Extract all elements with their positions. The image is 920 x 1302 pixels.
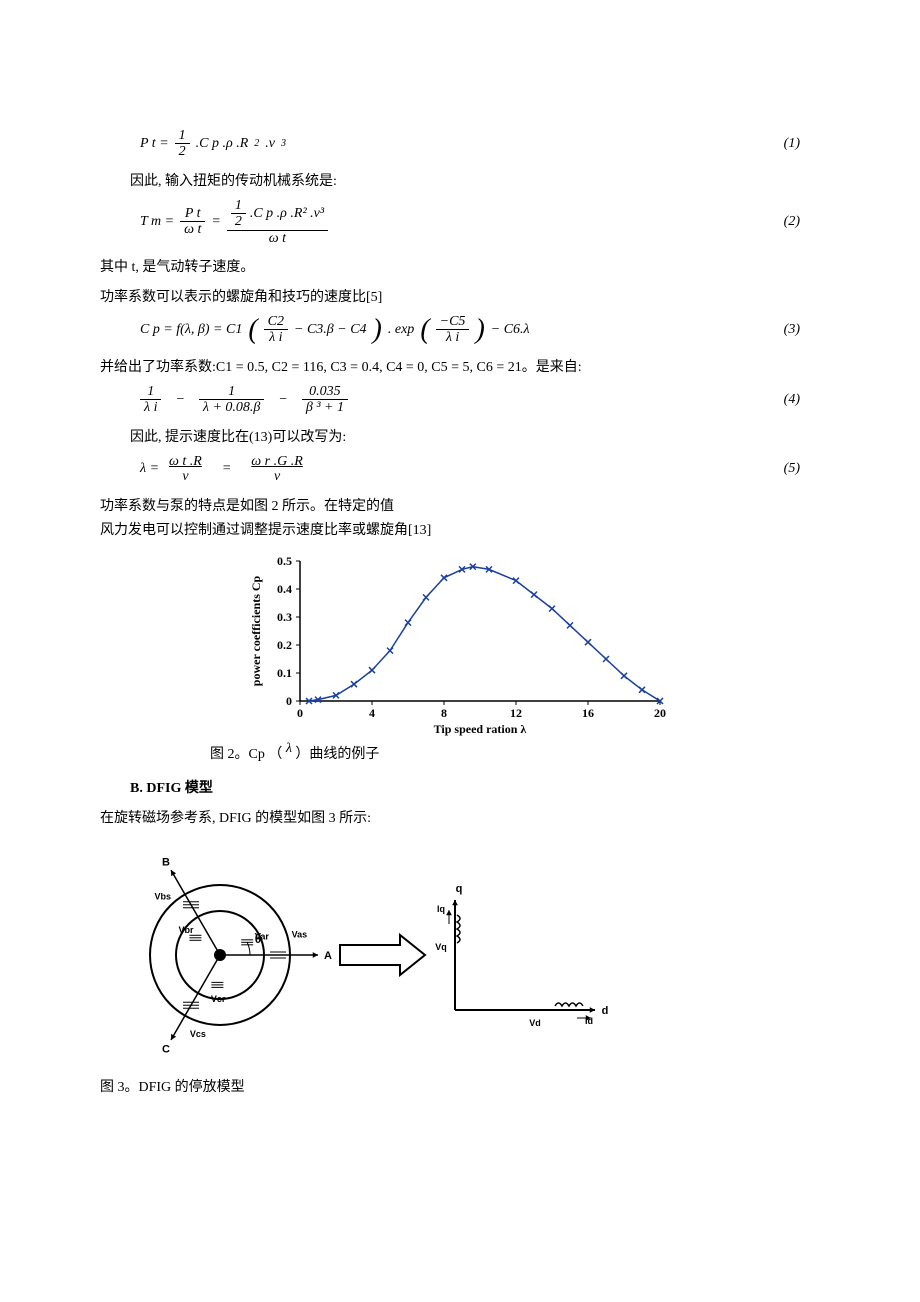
fig2-pre: 图 2。Cp （ [210,747,282,762]
eq2-lhs: T m = [140,214,174,230]
eq5-lhs: λ = [140,461,159,477]
eq3-br2r: ) [475,314,484,346]
eq3-t2d: λ i [442,330,463,345]
eq4-minus1: − [175,392,184,408]
eq3-brr: ) [373,314,382,346]
eq1-half-num: 1 [175,128,190,143]
svg-text:Vas: Vas [292,929,308,939]
svg-text:4: 4 [369,706,375,720]
svg-text:Var: Var [255,931,270,941]
svg-text:0.1: 0.1 [277,666,292,680]
heading-dfig: B. DFIG 模型 [130,777,820,797]
svg-text:B: B [162,856,170,868]
eq4-f3n: 0.035 [305,384,345,399]
figure-3-caption: 图 3。DFIG 的停放模型 [100,1076,820,1096]
eq3-exp: . exp [388,322,414,338]
eq3-t2: −C5 [436,314,470,329]
cp-chart-svg: 0 0.1 0.2 0.3 0.4 0.5 0 4 8 12 16 20 Tip speed ratio… [240,549,680,739]
eq1-sup3: 3 [281,138,286,149]
svg-text:20: 20 [654,706,666,720]
eq5-eq: = [222,461,231,477]
svg-text:d: d [602,1005,609,1017]
eq2-f2nd: 2 [231,214,246,229]
equation-5: λ = ω t .R v = ω r .G .R v (5) [140,454,820,485]
svg-text:Vd: Vd [529,1018,541,1028]
svg-text:Vq: Vq [435,942,447,952]
eq3-br2l: ( [420,314,429,346]
eq1-lhs: P t = [140,136,169,152]
para-fig2b: 风力发电可以控制通过调整提示速度比率或螺旋角[13] [100,519,820,539]
equation-2: T m = P t ω t = 1 2 .C p .ρ .R² .v³ ω t [140,198,820,246]
fig2-post: ）曲线的例子 [295,747,379,762]
para-rewrite: 因此, 提示速度比在(13)可以改写为: [130,426,820,446]
eq1-tail2: .v [265,136,275,152]
eq-num-3: (3) [784,322,820,338]
svg-text:0.5: 0.5 [277,554,292,568]
figure-2-chart: 0 0.1 0.2 0.3 0.4 0.5 0 4 8 12 16 20 Tip speed ratio… [100,549,820,739]
svg-text:0: 0 [286,694,292,708]
svg-text:Vbr: Vbr [178,924,194,934]
eq5-f1d: v [178,469,192,484]
eq-num-4: (4) [784,392,820,408]
eq2-f1d: ω t [180,222,205,237]
eq3-t1d: λ i [265,330,286,345]
eq2-f1n: P t [181,206,205,221]
eq2-f2nn: 1 [231,198,246,213]
para-coeffs: 并给出了功率系数:C1 = 0.5, C2 = 116, C3 = 0.4, C… [100,356,820,376]
eq-num-5: (5) [784,461,820,477]
figure-3-diagram: ABCθVasVbsVcsVarVbrVcrqdIqVqIdVd [100,835,820,1070]
svg-text:Vcs: Vcs [190,1028,206,1038]
svg-text:0.2: 0.2 [277,638,292,652]
para-rotor-speed: 其中 t, 是气动转子速度。 [100,256,820,276]
eq4-minus2: − [278,392,287,408]
svg-text:Iq: Iq [437,904,445,914]
equation-3: C p = f(λ, β) = C1 ( C2 λ i − C3.β − C4 … [140,314,820,346]
svg-text:power coefficients Cp: power coefficients Cp [249,575,263,686]
figure-2-caption: 图 2。Cp （ λ ）曲线的例子 [210,743,820,763]
dfig-svg: ABCθVasVbsVcsVarVbrVcrqdIqVqIdVd [100,835,620,1065]
eq4-f1n: 1 [143,384,158,399]
svg-text:Vcr: Vcr [211,993,226,1003]
eq4-f2n: 1 [224,384,239,399]
eq3-t1: C2 [264,314,288,329]
svg-text:12: 12 [510,706,522,720]
fig2-lambda: λ [286,741,292,756]
svg-text:q: q [456,883,463,895]
eq1-sup2: 2 [254,138,259,149]
equation-4: 1 λ i − 1 λ + 0.08.β − 0.035 β ³ + 1 (4) [140,384,820,416]
eq1-tail1: .C p .ρ .R [196,136,249,152]
eq3-lhs: C p = f(λ, β) = C1 [140,322,242,338]
eq2-eq: = [211,214,220,230]
svg-text:Tip speed ration λ: Tip speed ration λ [434,722,527,736]
eq2-f2ntail: .C p .ρ .R² .v³ [250,206,324,221]
eq5-f2n: ω r .G .R [247,454,307,469]
para-fig2a: 功率系数与泵的特点是如图 2 所示。在特定的值 [100,495,820,515]
svg-text:A: A [324,950,332,962]
svg-text:0.3: 0.3 [277,610,292,624]
eq4-f1d: λ i [140,400,161,415]
eq4-f2d: λ + 0.08.β [199,400,264,415]
svg-text:0.4: 0.4 [277,582,292,596]
svg-text:C: C [162,1043,170,1055]
svg-text:Vbs: Vbs [154,891,171,901]
svg-text:0: 0 [297,706,303,720]
eq5-f1n: ω t .R [165,454,206,469]
eq3-mid: − C3.β − C4 [294,322,367,338]
para-cp-intro: 功率系数可以表示的螺旋角和技巧的速度比[5] [100,286,820,306]
svg-text:8: 8 [441,706,447,720]
eq-num-2: (2) [784,214,820,230]
eq-num-1: (1) [784,136,820,152]
eq4-f3d: β ³ + 1 [302,400,348,415]
eq3-brl: ( [248,314,257,346]
para-dfig-intro: 在旋转磁场参考系, DFIG 的模型如图 3 所示: [100,807,820,827]
eq3-tail: − C6.λ [491,322,530,338]
equation-1: P t = 1 2 .C p .ρ .R 2 .v 3 (1) [140,128,820,160]
eq2-f2d: ω t [265,231,290,246]
eq5-f2d: v [270,469,284,484]
eq1-half-den: 2 [175,144,190,159]
para-torque-intro: 因此, 输入扭矩的传动机械系统是: [130,170,820,190]
svg-text:16: 16 [582,706,594,720]
